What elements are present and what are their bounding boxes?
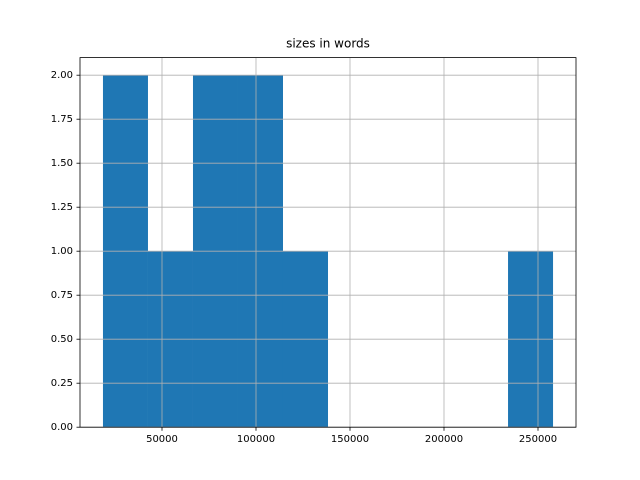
y-tick-label: 1.75 [51, 114, 73, 125]
y-tick-label: 0.50 [51, 334, 73, 345]
x-tick-label: 150000 [331, 434, 369, 445]
axes-frame [79, 57, 577, 428]
y-tick-label: 0.00 [51, 422, 73, 433]
x-tick-label: 100000 [237, 434, 275, 445]
x-tick-label: 50000 [146, 434, 178, 445]
y-tick-label: 1.00 [51, 246, 73, 257]
chart-title: sizes in words [286, 37, 370, 51]
y-tick-label: 0.75 [51, 290, 73, 301]
y-tick-label: 1.25 [51, 202, 73, 213]
y-tick-label: 2.00 [51, 70, 73, 81]
y-tick-label: 0.25 [51, 378, 73, 389]
y-tick-label: 1.50 [51, 158, 73, 169]
x-tick-label: 250000 [519, 434, 557, 445]
x-tick-label: 200000 [425, 434, 463, 445]
